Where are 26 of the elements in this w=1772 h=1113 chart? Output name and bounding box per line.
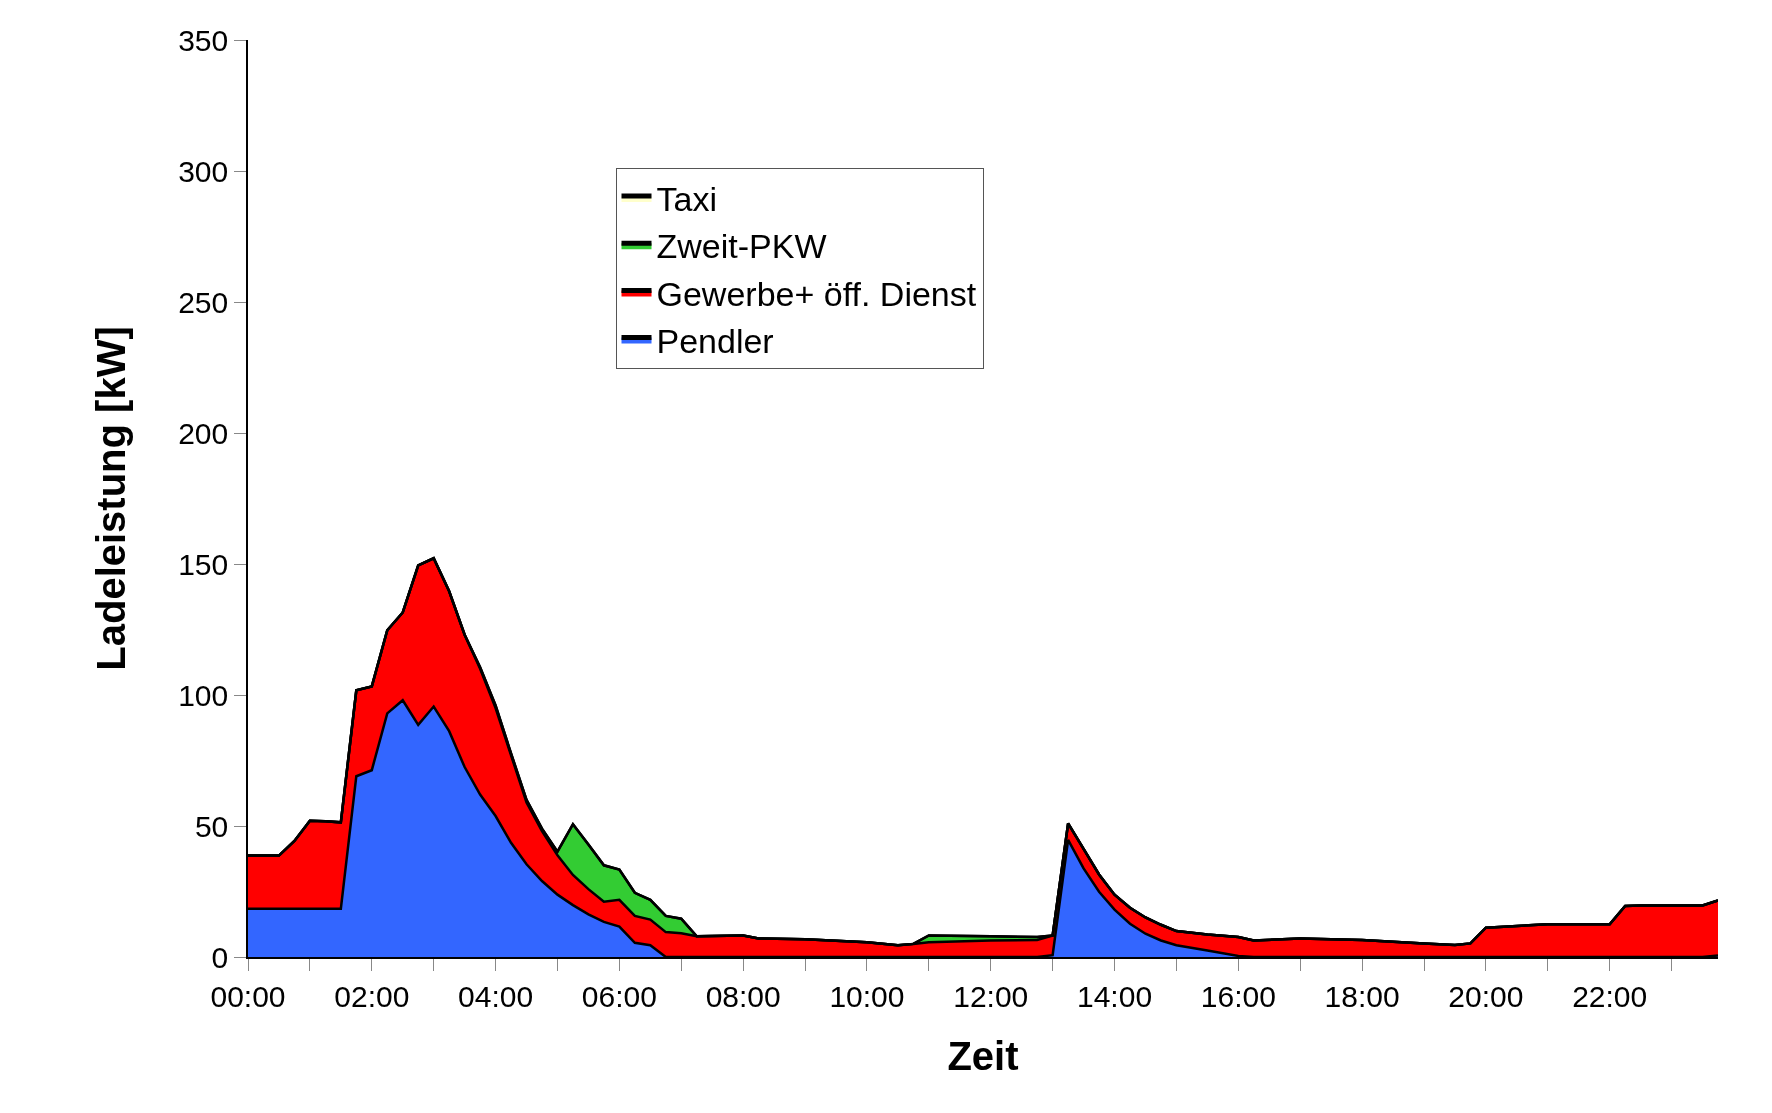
y-axis-title: Ladeleistung [kW]	[89, 326, 134, 671]
y-tick-label: 100	[178, 678, 229, 712]
x-axis-title: Zeit	[947, 1033, 1019, 1078]
x-tick-label: 18:00	[1324, 979, 1400, 1013]
y-tick-label: 50	[194, 809, 229, 843]
x-tick-label: 02:00	[334, 979, 410, 1013]
x-tick-label: 14:00	[1076, 979, 1153, 1013]
x-tick-label: 10:00	[829, 979, 905, 1013]
legend-label: Pendler	[656, 321, 774, 360]
y-tick-label: 0	[211, 940, 229, 974]
x-tick-label: 08:00	[705, 979, 781, 1013]
y-tick-label: 300	[178, 154, 229, 188]
x-tick-label: 04:00	[458, 979, 534, 1013]
x-tick-label: 00:00	[210, 979, 286, 1013]
y-tick-label: 350	[178, 23, 229, 57]
y-tick-label: 200	[178, 416, 229, 450]
x-tick-label: 12:00	[953, 979, 1029, 1013]
legend-label: Gewerbe+ öff. Dienst	[656, 274, 977, 313]
y-tick-label: 250	[178, 285, 229, 319]
x-tick-label: 22:00	[1572, 979, 1648, 1013]
x-tick-label: 20:00	[1448, 979, 1524, 1013]
y-tick-label: 150	[178, 547, 229, 581]
x-tick-label: 16:00	[1200, 979, 1276, 1013]
legend-label: Taxi	[656, 180, 717, 219]
legend-label: Zweit-PKW	[656, 227, 827, 266]
x-tick-label: 06:00	[581, 979, 657, 1013]
